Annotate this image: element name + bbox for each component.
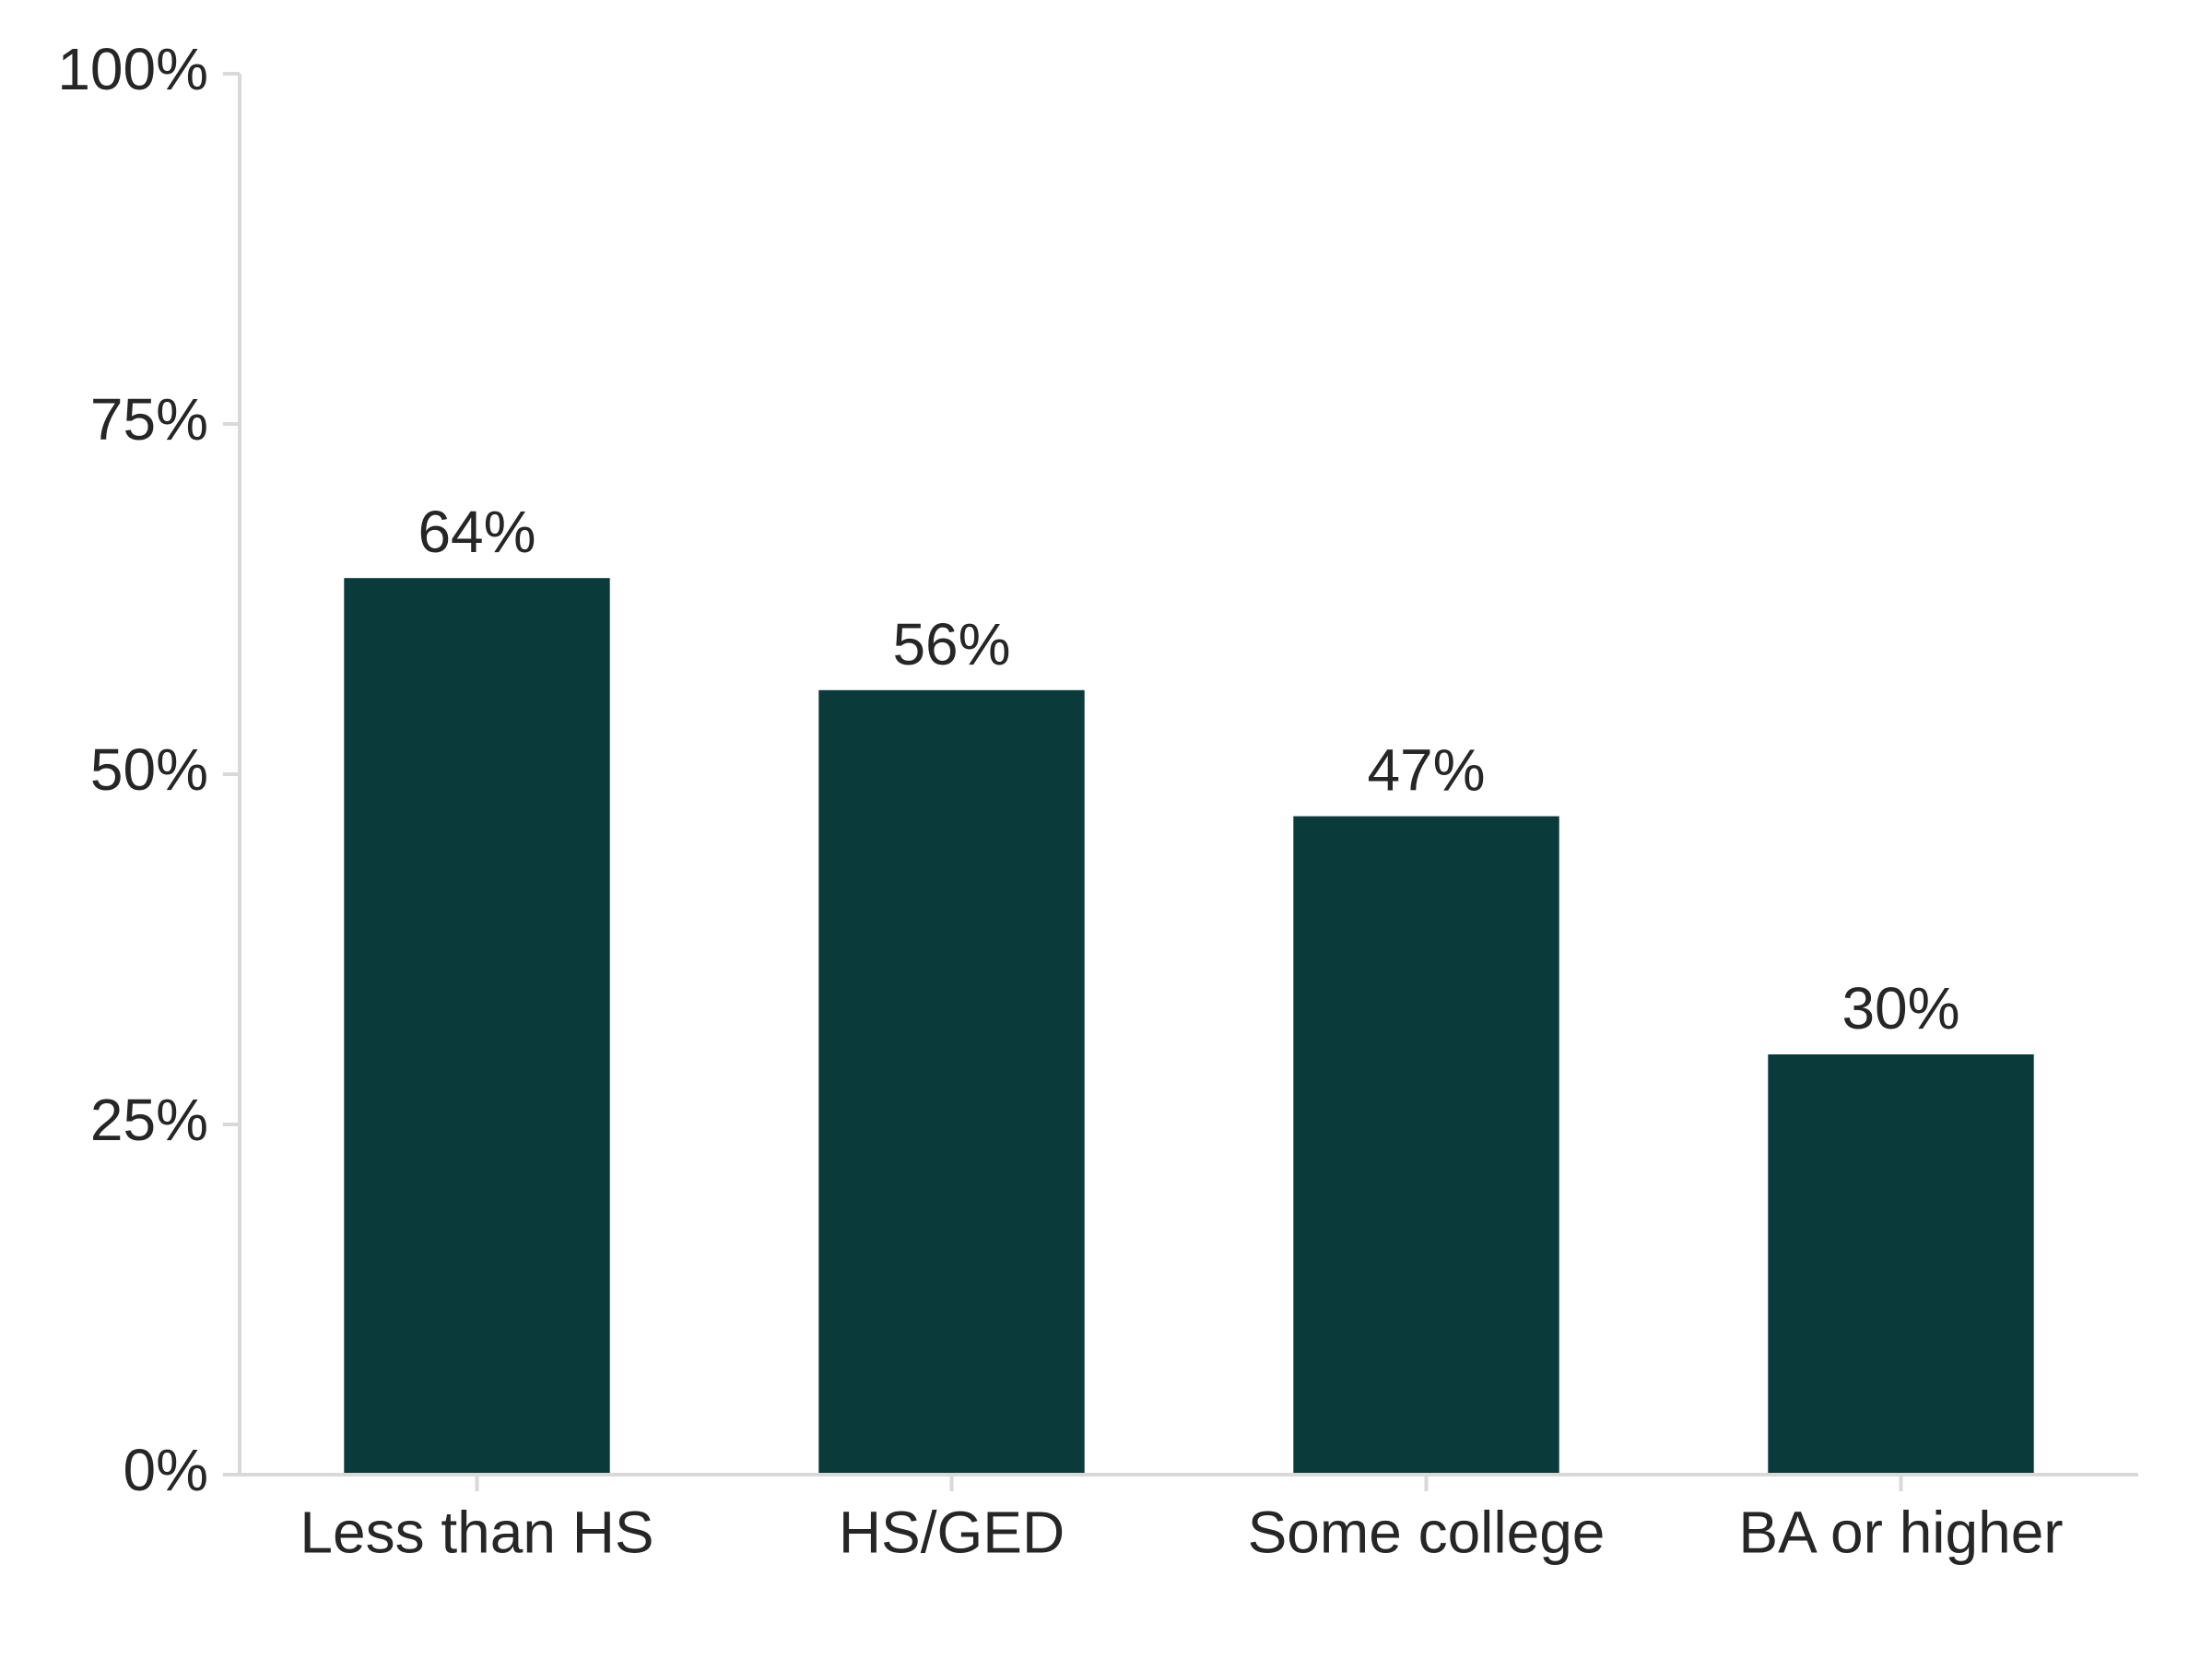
bar-chart: 0% 25% 50% 75% 100% 64% Less than HS 56% HS/GED 4… <box>0 0 2212 1659</box>
x-tick-label: BA or higher <box>1738 1499 2063 1565</box>
y-tick-label: 0% <box>124 1437 209 1503</box>
y-tick-label: 25% <box>90 1087 208 1153</box>
chart-svg: 0% 25% 50% 75% 100% 64% Less than HS 56% HS/GED 4… <box>0 0 2212 1659</box>
bar <box>1293 817 1559 1475</box>
y-tick-label: 75% <box>90 386 208 453</box>
x-tick-label: HS/GED <box>839 1499 1065 1565</box>
bar-value-label: 30% <box>1841 975 1959 1041</box>
bar-value-label: 64% <box>418 499 535 565</box>
bar-value-label: 56% <box>892 611 1010 677</box>
x-tick-label: Less than HS <box>300 1499 653 1565</box>
bar <box>1768 1054 2033 1475</box>
y-tick-label: 100% <box>57 36 208 102</box>
bar <box>818 690 1084 1475</box>
bar-value-label: 47% <box>1367 737 1485 804</box>
y-tick-label: 50% <box>90 736 208 803</box>
x-tick-label: Some college <box>1248 1499 1606 1565</box>
bar <box>344 578 609 1475</box>
